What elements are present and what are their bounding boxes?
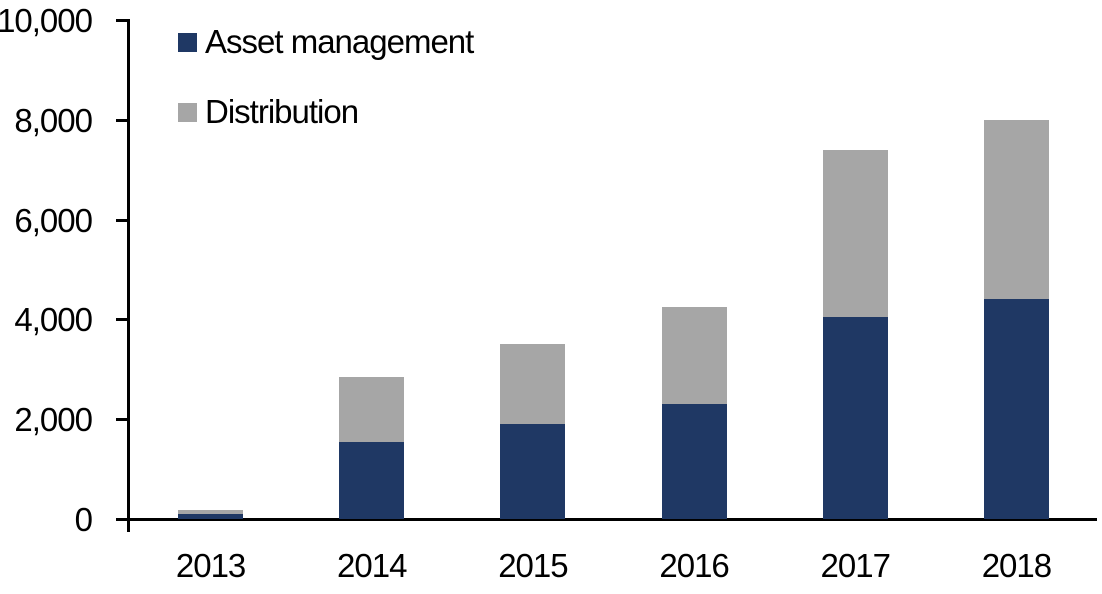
bar-segment-asset-management-2013 (178, 514, 244, 519)
y-axis-tick-label: 10,000 (0, 2, 93, 39)
bar-segment-asset-management-2017 (822, 316, 888, 519)
x-axis-label-2015: 2015 (498, 547, 568, 584)
x-axis-label-2013: 2013 (175, 547, 246, 584)
y-axis-tick-label: 4,000 (14, 301, 93, 339)
legend-swatch-asset-management (178, 32, 197, 52)
x-axis-line (127, 518, 1097, 521)
x-axis-label-2016: 2016 (659, 547, 729, 584)
legend-swatch-distribution (178, 102, 197, 122)
bar-segment-distribution-2018 (983, 119, 1049, 300)
bar-segment-asset-management-2014 (339, 441, 405, 519)
y-axis-tick-label: 6,000 (14, 201, 93, 239)
legend-item-asset-management: Asset management (178, 22, 474, 62)
x-axis-label-2017: 2017 (820, 547, 891, 584)
plot-area: 0 2,000 4,000 6,000 8,000 10,000 2013 2014 2015 2… (0, 2, 1097, 584)
legend-item-distribution: Distribution (178, 92, 473, 132)
y-axis-tick-label: 0 (74, 501, 93, 538)
y-axis-tick (116, 518, 127, 521)
bar-segment-asset-management-2018 (983, 299, 1049, 519)
x-axis-label-2018: 2018 (981, 547, 1052, 584)
bar-segment-distribution-2016 (661, 306, 727, 405)
y-axis-tick (116, 418, 127, 422)
legend-label-asset-management: Asset management (205, 23, 474, 60)
bar-segment-asset-management-2016 (661, 404, 727, 519)
y-axis-tick (116, 218, 127, 222)
y-axis-tick (116, 118, 127, 122)
y-axis-tick (116, 318, 127, 322)
bar-segment-distribution-2015 (500, 344, 566, 425)
bar-segment-asset-management-2015 (500, 424, 566, 519)
bar-segment-distribution-2014 (339, 376, 405, 442)
bar-segment-distribution-2013 (178, 509, 244, 515)
legend-label-distribution: Distribution (205, 93, 359, 130)
y-axis-tick-label: 8,000 (14, 101, 93, 139)
y-axis-tick-label: 2,000 (14, 401, 93, 439)
bar-segment-distribution-2017 (822, 149, 888, 317)
y-axis-tick (116, 19, 127, 22)
legend: Asset management Distribution (178, 22, 474, 162)
x-axis-label-2014: 2014 (337, 547, 407, 584)
y-axis-line (127, 19, 130, 532)
